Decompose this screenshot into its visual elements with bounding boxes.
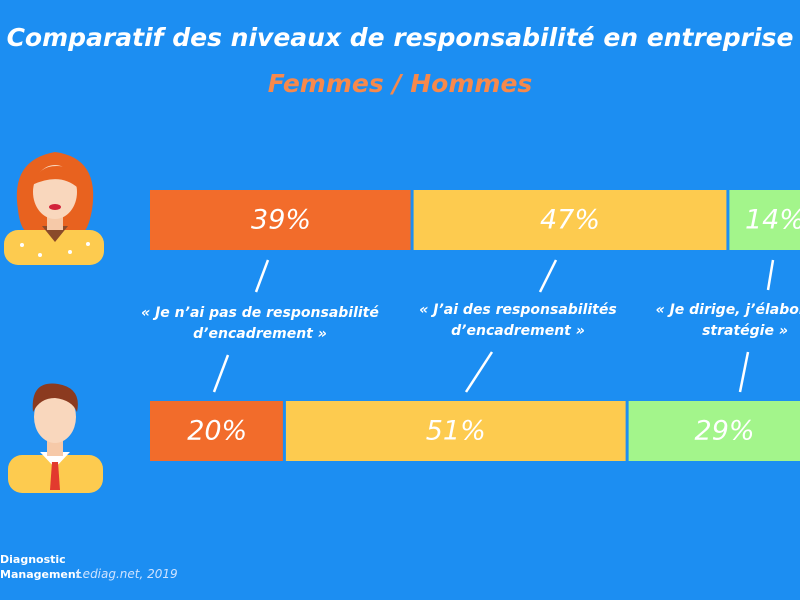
legend-label: « Je n’ai pas de responsabilité d’encadr… bbox=[141, 305, 379, 342]
bar-segment bbox=[150, 401, 283, 461]
connectors bbox=[212, 259, 775, 393]
value-label: 20% bbox=[187, 416, 247, 447]
bar-segment bbox=[150, 190, 411, 250]
value-label: 39% bbox=[251, 205, 311, 236]
man-icon bbox=[8, 383, 103, 493]
chart-subtitle: Femmes / Hommes bbox=[268, 69, 533, 98]
value-label: 14% bbox=[745, 205, 800, 236]
woman-icon bbox=[4, 152, 104, 265]
legend-label: « Je dirige, j’élabore la stratégie » bbox=[655, 302, 800, 339]
value-label: 51% bbox=[426, 416, 486, 447]
legend-label: « J’ai des responsabilités d’encadrement… bbox=[419, 302, 617, 339]
value-label: 29% bbox=[695, 416, 755, 447]
bar-segment bbox=[729, 190, 800, 250]
bar-segment bbox=[285, 401, 626, 461]
bar-segment bbox=[628, 401, 800, 461]
bar-segment bbox=[413, 190, 727, 250]
value-label: 47% bbox=[540, 205, 600, 236]
logo-line: Diagnostic bbox=[0, 553, 66, 566]
logo-line: Management bbox=[0, 568, 81, 581]
chart-title: Comparatif des niveaux de responsabilité… bbox=[7, 23, 794, 52]
source: Lediag.net, 2019 bbox=[76, 567, 178, 581]
